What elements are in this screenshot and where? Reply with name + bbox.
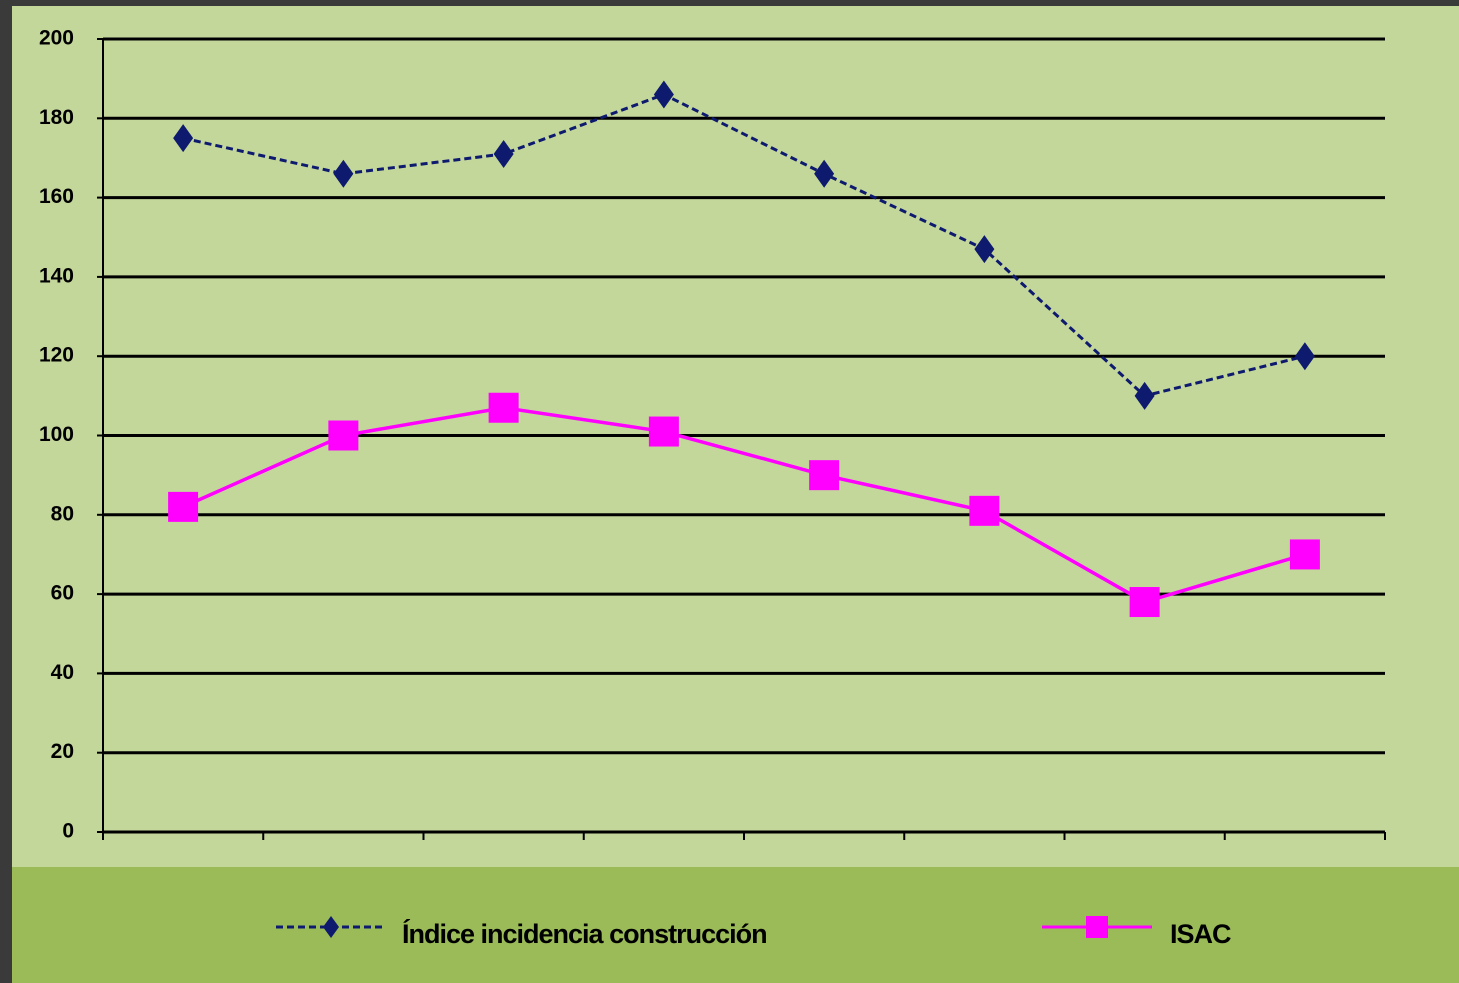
- square-marker: [648, 416, 679, 447]
- diamond-marker: [333, 159, 354, 188]
- series-line: [182, 92, 1306, 398]
- square-marker: [969, 495, 1000, 526]
- diamond-marker: [814, 159, 835, 188]
- legend-panel: [12, 867, 1459, 983]
- square-marker: [809, 460, 840, 491]
- legend-marker: [323, 916, 339, 938]
- y-tick-label: 120: [39, 344, 74, 367]
- y-tick-label: 140: [39, 264, 74, 287]
- square-marker: [488, 392, 519, 423]
- legend-label: ISAC: [1170, 919, 1231, 949]
- y-tick-label: 0: [62, 820, 74, 843]
- diamond-marker: [974, 235, 995, 264]
- y-tick-label: 100: [39, 423, 74, 446]
- y-tick-label: 60: [51, 582, 74, 605]
- y-tick-label: 200: [39, 27, 74, 50]
- legend-marker: [1086, 916, 1108, 938]
- y-tick-label: 20: [51, 740, 74, 763]
- diamond-marker: [173, 124, 194, 153]
- y-tick-label: 180: [39, 106, 74, 129]
- y-tick-label: 80: [51, 502, 74, 525]
- series-line: [182, 405, 1306, 604]
- diamond-marker: [1294, 342, 1315, 371]
- y-tick-label: 40: [51, 661, 74, 684]
- square-marker: [328, 420, 359, 451]
- diamond-marker: [653, 80, 674, 109]
- square-marker: [168, 491, 199, 522]
- y-tick-label: 160: [39, 185, 74, 208]
- diamond-marker: [1134, 381, 1155, 410]
- diamond-marker: [493, 139, 514, 168]
- square-marker: [1289, 539, 1320, 570]
- legend-label: Índice incidencia construcción: [402, 918, 767, 949]
- square-marker: [1129, 587, 1160, 618]
